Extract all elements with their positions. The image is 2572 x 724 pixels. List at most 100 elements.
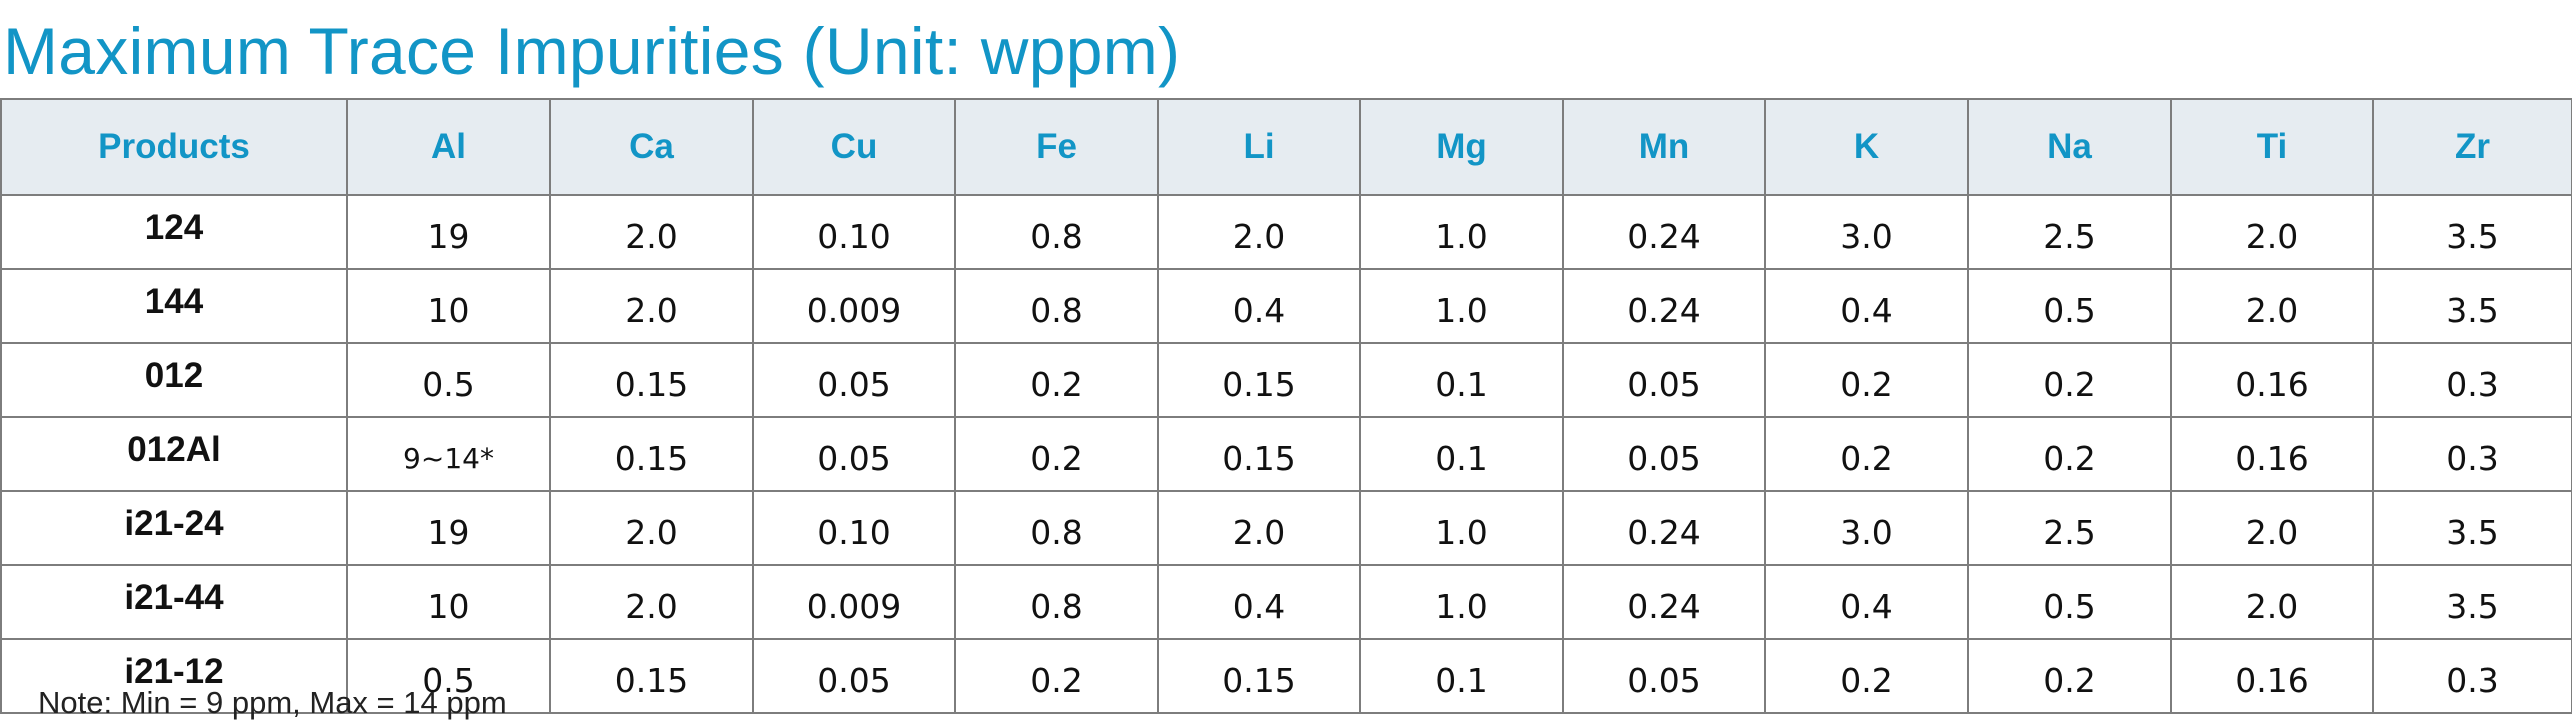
product-name-cell: i21-44 — [0, 564, 348, 640]
table-cell: 0.05 — [752, 342, 956, 418]
impurities-table: Products Al Ca Cu Fe Li Mg Mn K Na Ti Zr… — [0, 98, 2572, 714]
table-cell: 10 — [346, 268, 551, 344]
table-cell: 3.5 — [2372, 268, 2572, 344]
column-header-ca: Ca — [549, 98, 754, 196]
table-cell: 19 — [346, 194, 551, 270]
impurities-table-container: Products Al Ca Cu Fe Li Mg Mn K Na Ti Zr… — [0, 98, 2572, 714]
table-cell: 0.24 — [1562, 268, 1766, 344]
table-cell: 0.4 — [1764, 564, 1969, 640]
table-cell: 0.4 — [1157, 268, 1361, 344]
table-cell: 0.05 — [752, 416, 956, 492]
table-cell: 0.2 — [1764, 638, 1969, 714]
table-cell: 2.0 — [2170, 490, 2374, 566]
table-cell: 0.15 — [549, 342, 754, 418]
table-cell: 0.05 — [752, 638, 956, 714]
table-cell: 0.2 — [954, 342, 1159, 418]
table-cell: 0.24 — [1562, 194, 1766, 270]
column-header-mg: Mg — [1359, 98, 1564, 196]
column-header-fe: Fe — [954, 98, 1159, 196]
table-cell: 0.2 — [1764, 416, 1969, 492]
table-cell: 0.5 — [346, 638, 551, 714]
product-name-cell: 012Al — [0, 416, 348, 492]
table-cell: 0.24 — [1562, 490, 1766, 566]
product-name-cell: i21-12 — [0, 638, 348, 714]
table-cell: 0.2 — [1967, 638, 2172, 714]
table-cell: 0.1 — [1359, 416, 1564, 492]
table-cell: 3.5 — [2372, 194, 2572, 270]
table-row: i21-24 19 2.0 0.10 0.8 2.0 1.0 0.24 3.0 … — [0, 490, 2572, 566]
table-cell: 0.4 — [1157, 564, 1361, 640]
table-cell: 0.5 — [1967, 564, 2172, 640]
table-cell: 2.0 — [549, 490, 754, 566]
table-cell: 0.05 — [1562, 416, 1766, 492]
table-cell: 0.8 — [954, 564, 1159, 640]
table-cell: 1.0 — [1359, 490, 1564, 566]
table-cell: 1.0 — [1359, 564, 1564, 640]
product-name-cell: i21-24 — [0, 490, 348, 566]
table-cell: 0.2 — [1764, 342, 1969, 418]
table-cell: 0.16 — [2170, 416, 2374, 492]
table-cell: 0.05 — [1562, 638, 1766, 714]
table-cell: 19 — [346, 490, 551, 566]
table-cell: 0.4 — [1764, 268, 1969, 344]
table-cell: 1.0 — [1359, 194, 1564, 270]
product-name-cell: 012 — [0, 342, 348, 418]
table-cell: 0.8 — [954, 490, 1159, 566]
table-cell: 2.0 — [2170, 268, 2374, 344]
column-header-products: Products — [0, 98, 348, 196]
column-header-k: K — [1764, 98, 1969, 196]
table-cell: 3.5 — [2372, 564, 2572, 640]
product-name-cell: 144 — [0, 268, 348, 344]
table-row: 124 19 2.0 0.10 0.8 2.0 1.0 0.24 3.0 2.5… — [0, 194, 2572, 270]
table-cell: 0.2 — [1967, 342, 2172, 418]
table-cell: 0.15 — [1157, 416, 1361, 492]
table-cell: 3.5 — [2372, 490, 2572, 566]
header-row: Products Al Ca Cu Fe Li Mg Mn K Na Ti Zr — [0, 98, 2572, 196]
table-cell: 2.0 — [549, 564, 754, 640]
table-cell: 0.5 — [346, 342, 551, 418]
table-cell: 0.15 — [549, 416, 754, 492]
table-cell: 2.0 — [549, 268, 754, 344]
table-row: i21-44 10 2.0 0.009 0.8 0.4 1.0 0.24 0.4… — [0, 564, 2572, 640]
table-cell: 0.3 — [2372, 416, 2572, 492]
table-cell: 1.0 — [1359, 268, 1564, 344]
table-cell: 0.1 — [1359, 342, 1564, 418]
table-cell: 9~14* — [346, 416, 551, 492]
table-cell: 0.15 — [1157, 342, 1361, 418]
table-cell: 10 — [346, 564, 551, 640]
table-cell: 2.0 — [2170, 564, 2374, 640]
table-row: 012 0.5 0.15 0.05 0.2 0.15 0.1 0.05 0.2 … — [0, 342, 2572, 418]
table-cell: 0.8 — [954, 194, 1159, 270]
table-cell: 3.0 — [1764, 490, 1969, 566]
column-header-na: Na — [1967, 98, 2172, 196]
table-cell: 0.3 — [2372, 638, 2572, 714]
table-cell: 2.5 — [1967, 490, 2172, 566]
footnote: Note: Min = 9 ppm, Max = 14 ppm — [38, 685, 507, 720]
table-cell: 0.2 — [1967, 416, 2172, 492]
table-cell: 2.0 — [549, 194, 754, 270]
table-cell: 0.15 — [1157, 638, 1361, 714]
column-header-li: Li — [1157, 98, 1361, 196]
table-cell: 2.0 — [1157, 490, 1361, 566]
page-title: Maximum Trace Impurities (Unit: wppm) — [3, 14, 1181, 88]
table-row: 012Al 9~14* 0.15 0.05 0.2 0.15 0.1 0.05 … — [0, 416, 2572, 492]
table-cell: 0.2 — [954, 638, 1159, 714]
table-cell: 2.5 — [1967, 194, 2172, 270]
column-header-ti: Ti — [2170, 98, 2374, 196]
table-cell: 2.0 — [1157, 194, 1361, 270]
table-cell: 0.24 — [1562, 564, 1766, 640]
table-cell: 0.5 — [1967, 268, 2172, 344]
table-cell: 2.0 — [2170, 194, 2374, 270]
column-header-al: Al — [346, 98, 551, 196]
table-cell: 0.15 — [549, 638, 754, 714]
column-header-zr: Zr — [2372, 98, 2572, 196]
table-cell: 0.1 — [1359, 638, 1564, 714]
table-cell: 0.2 — [954, 416, 1159, 492]
table-cell: 3.0 — [1764, 194, 1969, 270]
table-cell: 0.16 — [2170, 638, 2374, 714]
table-row: 144 10 2.0 0.009 0.8 0.4 1.0 0.24 0.4 0.… — [0, 268, 2572, 344]
table-cell: 0.8 — [954, 268, 1159, 344]
table-cell: 0.009 — [752, 268, 956, 344]
table-cell: 0.16 — [2170, 342, 2374, 418]
product-name-cell: 124 — [0, 194, 348, 270]
